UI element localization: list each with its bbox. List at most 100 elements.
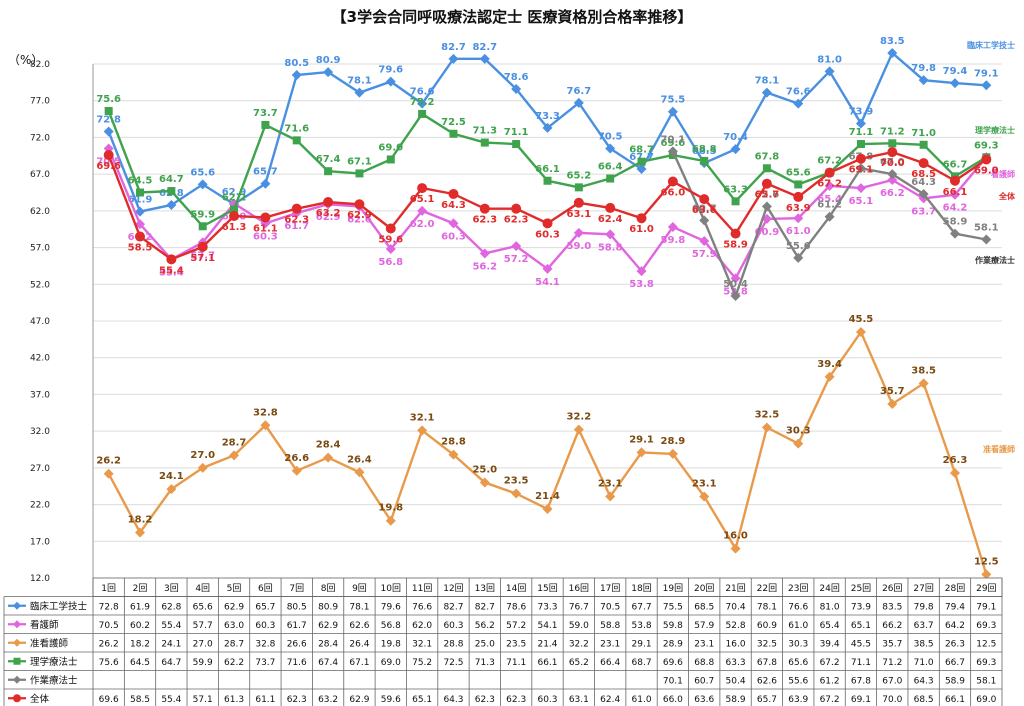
- data-label: 69.3: [974, 140, 999, 151]
- table-cell: 64.7: [161, 658, 181, 668]
- data-label: 59.9: [190, 209, 215, 220]
- series-line: [107, 329, 988, 575]
- table-cell: 21.4: [537, 640, 557, 650]
- data-point-marker: [104, 106, 113, 115]
- table-cell: 30.3: [788, 640, 808, 650]
- data-point-marker: [480, 138, 489, 147]
- data-point-marker: [605, 202, 616, 213]
- data-label: 60.7: [692, 203, 717, 214]
- table-cell: 59.8: [663, 621, 683, 631]
- data-point-marker: [699, 215, 710, 226]
- table-cell: 81.0: [820, 603, 840, 613]
- data-label: 32.1: [410, 412, 435, 423]
- data-label: 65.7: [755, 190, 780, 201]
- table-cell: 55.4: [161, 695, 181, 705]
- grid-layer: 12.0 17.0 22.0 27.0 32.0 37.0 42.0 47.0 52.0 57.0…: [30, 60, 1002, 584]
- data-label: 59.6: [378, 234, 403, 245]
- table-cell: 12.5: [976, 640, 996, 650]
- table-cell: 63.3: [726, 658, 746, 668]
- data-point-marker: [667, 222, 678, 233]
- data-point-marker: [385, 223, 396, 234]
- data-label: 83.5: [880, 36, 905, 47]
- table-cell: 65.7: [255, 603, 275, 613]
- table-cell: 63.0: [224, 621, 244, 631]
- data-point-marker: [636, 447, 647, 458]
- data-label: 75.2: [410, 97, 435, 108]
- data-point-marker: [291, 203, 302, 214]
- data-point-marker: [135, 219, 146, 230]
- y-tick-label: 22.0: [30, 501, 50, 511]
- data-label: 76.6: [410, 87, 435, 98]
- table-cell: 56.2: [475, 621, 495, 631]
- data-point-marker: [667, 106, 678, 117]
- series-end-label: 理学療法士: [975, 125, 1015, 135]
- data-label: 79.6: [378, 65, 403, 76]
- y-tick-label: 27.0: [30, 464, 50, 474]
- data-label: 28.9: [661, 436, 686, 447]
- data-label: 68.5: [692, 146, 717, 157]
- table-cell: 66.0: [663, 695, 683, 705]
- data-point-marker: [762, 164, 771, 173]
- data-point-marker: [354, 87, 365, 98]
- data-point-marker: [981, 234, 992, 245]
- data-table: 1回 2回 3回 4回 5回 6回 7回 8回 9回 10回 11回 12回 13回 14回 15回 16回 1…: [3, 577, 1003, 706]
- data-point-marker: [261, 120, 270, 129]
- data-point-marker: [918, 75, 929, 86]
- table-cell: 50.4: [726, 677, 746, 687]
- data-label: 23.5: [504, 476, 529, 487]
- table-cell: 58.9: [726, 695, 746, 705]
- table-cell: 61.1: [255, 695, 275, 705]
- data-label: 64.3: [441, 200, 466, 211]
- table-cell: 76.6: [412, 603, 432, 613]
- data-point-marker: [605, 229, 616, 240]
- data-point-marker: [385, 76, 396, 87]
- data-point-marker: [417, 205, 428, 216]
- data-label: 71.1: [504, 127, 529, 138]
- table-cell: 45.5: [851, 640, 871, 650]
- table-cell: 62.4: [600, 695, 620, 705]
- table-cell: 57.2: [506, 621, 526, 631]
- data-label: 63.6: [692, 205, 717, 216]
- data-point-marker: [918, 158, 929, 169]
- table-cell: 28.4: [318, 640, 338, 650]
- data-point-marker: [448, 449, 459, 460]
- data-label: 19.8: [378, 503, 403, 514]
- data-label: 82.7: [441, 42, 466, 53]
- table-cell: 57.9: [694, 621, 714, 631]
- table-cell: 26.6: [287, 640, 307, 650]
- data-label: 78.6: [504, 72, 529, 83]
- legend-key-marker: [13, 638, 21, 647]
- data-label: 66.0: [661, 187, 686, 198]
- table-cell: 56.8: [381, 621, 401, 631]
- table-cell: 62.0: [412, 621, 432, 631]
- table-cell: 78.6: [506, 603, 526, 613]
- data-point-marker: [667, 448, 678, 459]
- data-label: 80.9: [316, 55, 341, 66]
- data-label: 21.4: [535, 491, 560, 502]
- data-label: 62.6: [755, 189, 780, 200]
- table-cell: 65.2: [569, 658, 589, 668]
- table-cell: 67.7: [632, 603, 652, 613]
- data-point-marker: [730, 543, 741, 554]
- table-cell: 28.8: [443, 640, 463, 650]
- data-label: 81.0: [817, 54, 842, 65]
- table-cell: 60.2: [130, 621, 150, 631]
- table-cell: 71.6: [287, 658, 307, 668]
- y-tick-label: 42.0: [30, 354, 50, 364]
- data-point-marker: [291, 465, 302, 476]
- data-point-marker: [793, 438, 804, 449]
- legend-label: 看護師: [30, 619, 59, 631]
- data-point-marker: [824, 167, 835, 178]
- data-label: 26.3: [943, 455, 968, 466]
- data-point-marker: [136, 188, 145, 197]
- table-cell: 66.7: [945, 658, 965, 668]
- data-label: 63.3: [723, 184, 748, 195]
- data-point-marker: [855, 327, 866, 338]
- legend-key-marker: [13, 620, 21, 629]
- data-label: 62.9: [222, 187, 247, 198]
- table-header-cell: 25回: [851, 583, 871, 594]
- data-point-marker: [824, 180, 835, 191]
- table-cell: 32.5: [757, 640, 777, 650]
- table-header-cell: 22回: [757, 583, 777, 594]
